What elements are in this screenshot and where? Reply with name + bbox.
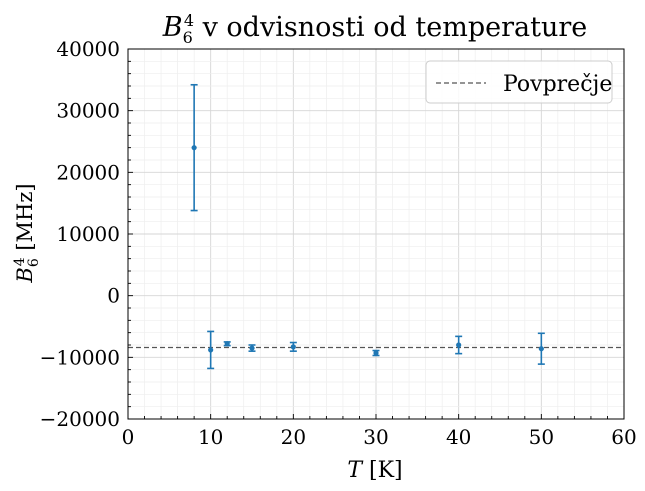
data-point (373, 350, 379, 356)
x-tick-label: 20 (281, 425, 306, 449)
legend: Povprečje (425, 60, 613, 104)
legend-label: Povprečje (503, 72, 612, 97)
data-point (456, 342, 462, 348)
x-tick-labels: 0 10 20 30 40 50 60 (122, 425, 637, 449)
x-tick-label: 30 (363, 425, 388, 449)
data-point-group (289, 341, 297, 352)
data-point (224, 341, 230, 347)
y-tick-label: 40000 (56, 37, 120, 61)
y-tick-label: 20000 (56, 160, 120, 184)
data-point-group (207, 330, 215, 370)
data-layer (190, 83, 545, 370)
data-point (290, 344, 296, 350)
legend-box (425, 60, 613, 104)
x-axis-label: T [K] (347, 458, 402, 483)
data-point (538, 346, 544, 352)
data-point (208, 347, 214, 353)
data-point-group (248, 344, 256, 352)
chart-title: B64 v odvisnosti od temperature (162, 11, 587, 47)
data-point (249, 345, 255, 351)
grid (127, 48, 625, 420)
x-tick-label: 50 (529, 425, 554, 449)
y-tick-label: 0 (107, 284, 120, 308)
ticks (127, 48, 625, 420)
y-tick-labels: −20000 −10000 0 10000 20000 30000 40000 (40, 37, 120, 431)
x-tick-label: 10 (198, 425, 223, 449)
x-tick-label: 40 (446, 425, 471, 449)
y-tick-label: −10000 (40, 345, 120, 369)
data-point-group (223, 341, 231, 347)
y-axis-label: B64 [MHz] (12, 183, 42, 283)
data-point-group (537, 332, 545, 365)
x-tick-label: 60 (611, 425, 636, 449)
data-point-group (455, 335, 463, 355)
y-tick-label: −20000 (40, 407, 120, 431)
data-point-group (372, 349, 380, 357)
data-point-group (190, 83, 198, 212)
y-tick-label: 30000 (56, 99, 120, 123)
x-tick-label: 0 (122, 425, 135, 449)
data-point (191, 145, 197, 151)
y-tick-label: 10000 (56, 222, 120, 246)
